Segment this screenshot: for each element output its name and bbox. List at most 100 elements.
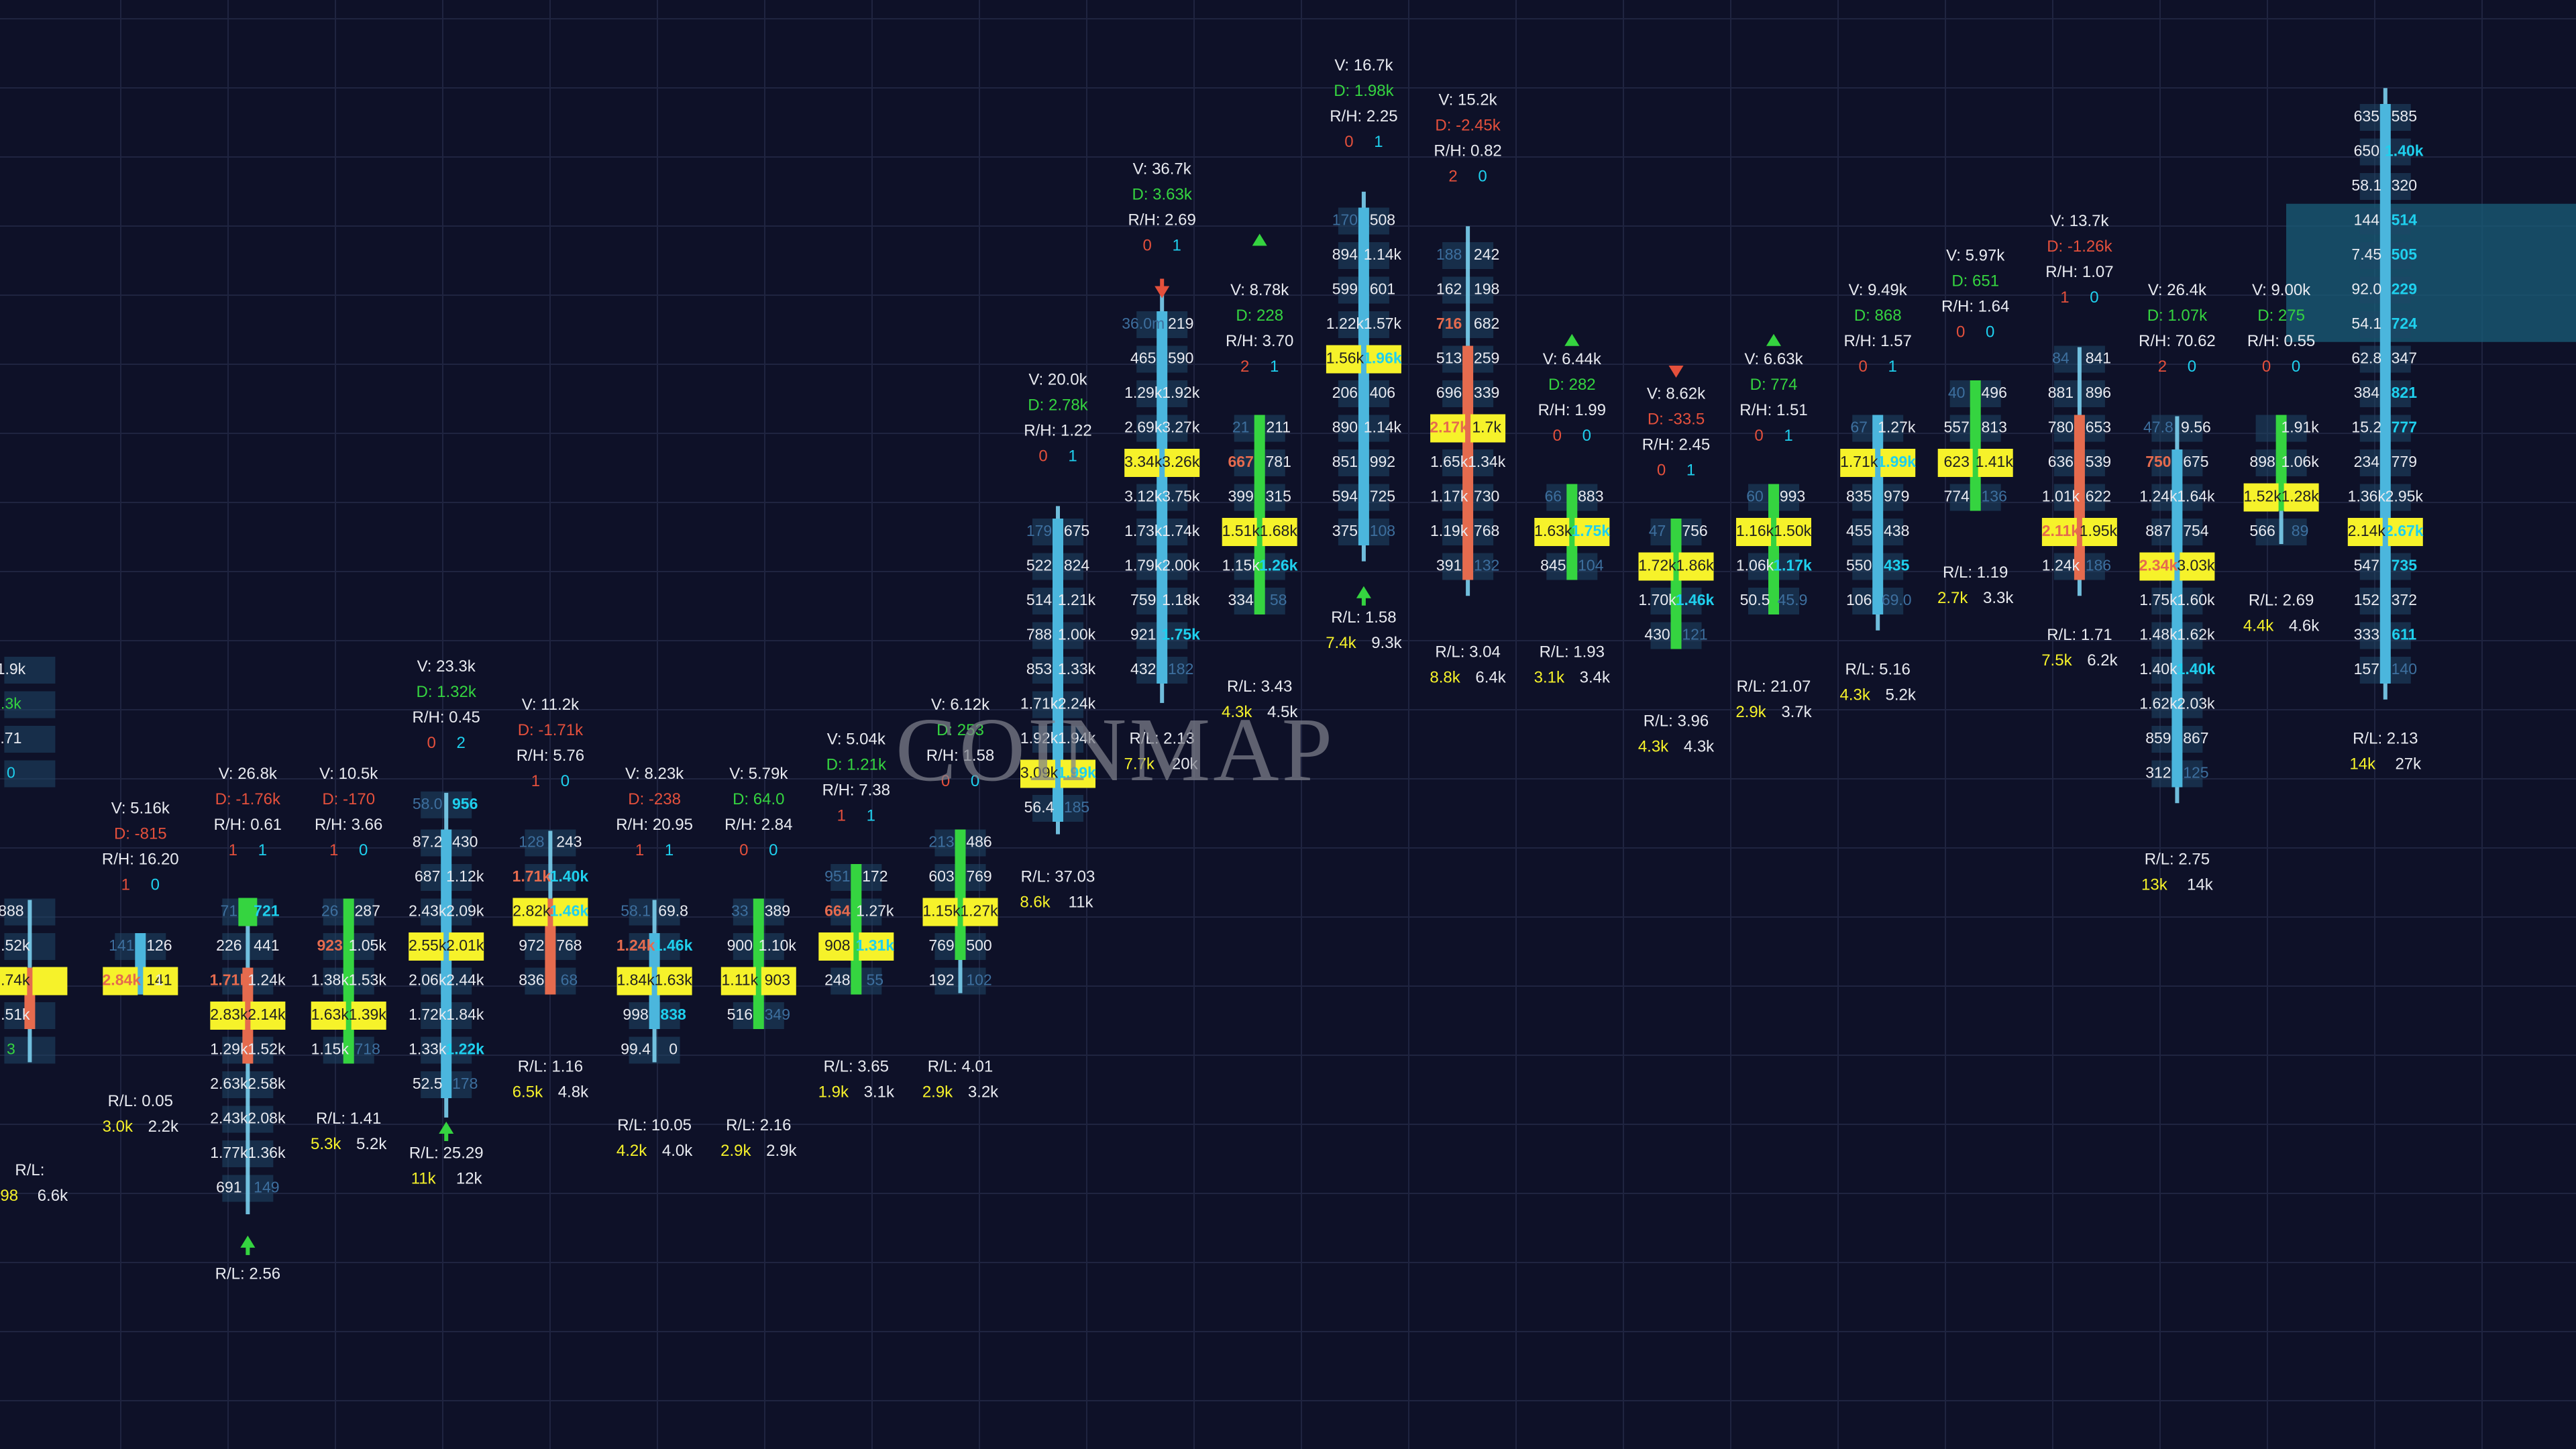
bid-volume-label: 890 [1332, 419, 1358, 436]
delta-stat-label: D: 868 [1854, 307, 1902, 325]
stat-count-left: 0 [1859, 358, 1868, 376]
delta-stat-label: D: -238 [628, 790, 681, 808]
sell-volume-total: 27k [2395, 755, 2422, 773]
volume-stat-label: V: 10.5k [319, 765, 378, 783]
stat-count-right: 1 [258, 841, 267, 859]
ask-volume-label: 1.10k [759, 936, 797, 954]
volume-stat-label: V: 5.04k [827, 730, 886, 748]
ask-volume-label: 45.9 [1778, 591, 1808, 608]
ask-volume-label: 287 [355, 902, 380, 920]
ratio-low-label: R/L: 3.96 [1644, 712, 1709, 731]
bid-volume-label: 1.15k [922, 902, 961, 920]
imbalance-ask-cell [1678, 552, 1714, 581]
bid-volume-label: 99.4 [621, 1040, 651, 1058]
imbalance-bid-cell [616, 967, 652, 996]
ask-volume-label: 1.99k [1877, 453, 1916, 470]
bid-volume-label: 2.17k [1430, 419, 1468, 436]
ask-volume-label: 496 [1982, 384, 2007, 401]
ratio-high-label: R/H: 2.69 [1128, 211, 1196, 229]
imbalance-bid-cell [1124, 449, 1160, 477]
bid-volume-label: 887 [2145, 522, 2171, 539]
ask-volume-label: 1.46k [550, 902, 589, 920]
bid-volume-label: 1.77k [210, 1144, 248, 1161]
ask-volume-label: 102 [966, 971, 991, 989]
candle-body [1053, 519, 1063, 822]
ratio-high-label: R/H: 1.64 [1941, 297, 2009, 315]
highlight-zone [2286, 203, 2576, 342]
ratio-low-label: R/L: 1.58 [1331, 608, 1396, 627]
ask-volume-label: 611 [2392, 626, 2416, 643]
sell-volume-total: 9.3k [1371, 634, 1402, 652]
stat-count-right: 0 [2292, 358, 2300, 376]
buy-signal-arrow-stem [246, 1246, 250, 1255]
delta-stat-label: D: -1.71k [518, 721, 584, 739]
delta-stat-label: D: 3.63k [1132, 186, 1193, 204]
ask-volume-label: 1.46k [1676, 591, 1715, 608]
bid-volume-label: 465 [1130, 350, 1156, 367]
ratio-high-label: R/H: 16.20 [102, 850, 179, 868]
ask-volume-label: 3.27k [1162, 419, 1200, 436]
candle-body [2379, 104, 2391, 684]
imbalance-bid-cell [1534, 518, 1570, 546]
imbalance-ask-cell [1470, 414, 1506, 443]
stat-count-left: 0 [1143, 237, 1152, 255]
bid-volume-label: 144 [2354, 211, 2380, 229]
bid-volume-label: 2.82k [513, 902, 551, 920]
candle-body [1566, 484, 1578, 580]
ask-volume-label: 1.18k [1162, 591, 1200, 608]
bid-volume-label: 1.15k [1222, 557, 1260, 574]
buy-volume-total: 7.5k [2041, 651, 2072, 669]
candle-body [2171, 449, 2183, 788]
stat-count-right: 1 [1784, 427, 1792, 445]
stat-count-left: 0 [1754, 427, 1763, 445]
ask-volume-label: 675 [2183, 453, 2208, 470]
bid-volume-label: 391 [1436, 557, 1462, 574]
sell-volume-total: 3.4k [1580, 669, 1611, 687]
ask-volume-label: 1.57k [1364, 315, 1402, 332]
ratio-low-label: R/L: 4.01 [928, 1058, 993, 1076]
buy-volume-total: .98 [0, 1187, 18, 1205]
bid-volume-label: 2.06k [409, 971, 447, 989]
ask-volume-label: 779 [2392, 453, 2417, 470]
bid-volume-label: 3 [7, 1040, 15, 1058]
buy-volume-total: 2.9k [922, 1083, 953, 1102]
ratio-low-label: R/L: 25.29 [409, 1144, 484, 1162]
volume-profile-bar [4, 726, 56, 753]
ask-volume-label: 993 [1780, 488, 1805, 505]
imbalance-bid-cell [1840, 449, 1876, 477]
bid-volume-label: 430 [1644, 626, 1670, 643]
ask-volume-label: 1.00k [1058, 626, 1096, 643]
candle-body [1462, 345, 1474, 580]
bid-volume-label: 234 [2354, 453, 2380, 470]
ask-volume-label: 430 [452, 833, 478, 851]
bid-volume-label: 557 [1944, 419, 1970, 436]
bid-volume-label: 455 [1846, 522, 1872, 539]
ask-volume-label: 730 [1474, 488, 1499, 505]
bid-volume-label: 2.63k [210, 1075, 248, 1092]
stat-count-left: 2 [1448, 168, 1457, 186]
bid-volume-label: 696 [1436, 384, 1462, 401]
delta-stat-label: D: -33.5 [1648, 410, 1705, 428]
imbalance-bid-cell [409, 932, 444, 961]
ask-volume-label: 903 [765, 971, 790, 989]
bid-volume-label: 951 [824, 867, 850, 885]
stat-count-left: 1 [121, 875, 130, 894]
stat-count-right: 0 [1986, 323, 1994, 341]
bid-volume-label: 334 [1228, 591, 1254, 608]
imbalance-ask-cell [1262, 518, 1297, 546]
bid-volume-label: 1.52k [0, 936, 30, 954]
imbalance-ask-cell [32, 967, 68, 996]
ask-volume-label: 1.36k [248, 1144, 286, 1161]
bid-volume-label: 84 [2052, 350, 2070, 367]
ask-volume-label: 441 [254, 936, 279, 954]
ask-volume-label: 682 [1474, 315, 1499, 332]
bid-volume-label: 206 [1332, 384, 1358, 401]
imbalance-bid-cell [922, 898, 958, 926]
stat-count-left: 1 [531, 772, 540, 790]
ask-volume-label: 2.58k [248, 1075, 286, 1092]
imbalance-ask-cell [143, 967, 178, 996]
delta-stat-label: D: 228 [1236, 307, 1283, 325]
imbalance-bid-cell [1430, 414, 1466, 443]
